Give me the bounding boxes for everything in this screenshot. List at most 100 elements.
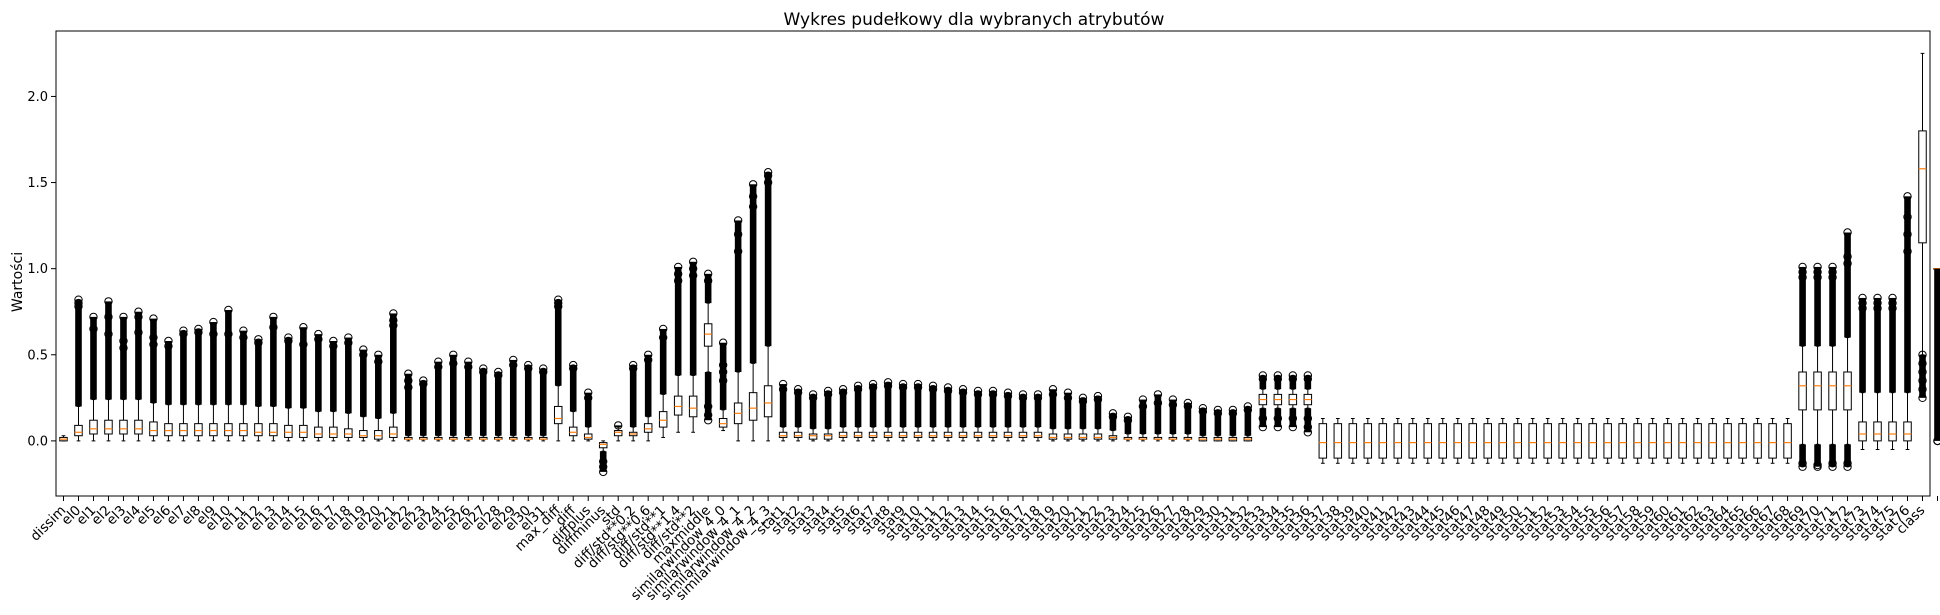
flier-point (1018, 390, 1028, 399)
box-class (1918, 52, 1927, 403)
box-iqr (1498, 423, 1507, 459)
y-tick-label: 2.0 (27, 90, 48, 105)
box-iqr (359, 430, 368, 438)
flier-point (1288, 371, 1298, 380)
flier-band-upper (1244, 406, 1252, 436)
flier-point (658, 324, 668, 334)
flier-band-upper (449, 354, 457, 436)
flier-band-upper (914, 384, 922, 428)
box-iqr (119, 419, 128, 435)
flier-band-upper (135, 311, 142, 400)
flier-point (134, 312, 143, 322)
flier-point (1048, 390, 1058, 399)
y-axis-title: Wartości (10, 252, 26, 312)
flier-point (119, 343, 128, 353)
flier-point (733, 230, 743, 239)
box-iqr (643, 423, 653, 433)
flier-point (1198, 403, 1208, 413)
box-iqr (913, 431, 923, 438)
flier-point (973, 386, 983, 396)
flier-point (1258, 422, 1268, 432)
flier-point (599, 457, 608, 466)
flier-point (1843, 462, 1852, 471)
flier-point (119, 336, 128, 346)
box-iqr (1393, 423, 1403, 459)
flier-band-upper (1019, 394, 1027, 428)
box-iqr (1033, 431, 1043, 438)
box-diffplus (583, 388, 593, 442)
plot-frame (55, 30, 1931, 497)
flier-point (1828, 262, 1837, 272)
flier-point (479, 364, 488, 373)
box-iqr (1018, 431, 1028, 438)
flier-band-upper (225, 310, 232, 405)
flier-point (1153, 398, 1163, 408)
flier-point (149, 314, 158, 323)
box-iqr (1318, 423, 1328, 459)
flier-point (194, 328, 203, 337)
flier-point (434, 362, 443, 372)
box-iqr (1813, 371, 1822, 411)
flier-point (703, 416, 713, 425)
flier-point (1798, 273, 1807, 282)
flier-point (703, 410, 713, 420)
flier-point (1903, 212, 1912, 222)
flier-point (1888, 298, 1897, 308)
box-stat16 (1003, 388, 1013, 442)
box-iqr (883, 431, 893, 438)
box-el28 (494, 367, 503, 442)
box-stat40 (1363, 418, 1373, 464)
flier-point (1003, 391, 1013, 401)
box-iqr (1723, 423, 1732, 459)
box-stat18 (1033, 390, 1043, 442)
flier-point (718, 376, 728, 385)
flier-point (913, 383, 923, 392)
flier-band-upper (1814, 266, 1821, 347)
flier-point (748, 180, 758, 189)
box-el21 (389, 309, 398, 442)
box-stat69 (1798, 262, 1807, 471)
flier-point (299, 340, 308, 349)
flier-point (1813, 273, 1822, 282)
flier-band-lower (1829, 444, 1836, 467)
flier-point (808, 390, 818, 399)
box-std (613, 421, 623, 442)
box-iqr (1663, 423, 1672, 459)
box-iqr (1363, 423, 1373, 459)
flier-band-upper (734, 220, 742, 372)
y-tick-label: 1.0 (27, 262, 48, 277)
box-stat2 (793, 385, 803, 442)
flier-point (1018, 393, 1028, 403)
box-stat56 (1603, 418, 1612, 464)
flier-point (374, 350, 383, 359)
flier-point (1303, 422, 1313, 432)
flier-band-lower (1259, 408, 1267, 428)
box-stat22 (1093, 391, 1103, 442)
flier-point (1303, 414, 1313, 423)
flier-band-upper (689, 261, 697, 376)
box-iqr (329, 426, 338, 438)
flier-point (1198, 407, 1208, 416)
box-iqr (613, 430, 623, 437)
flier-point (958, 388, 968, 397)
flier-point (1843, 228, 1852, 237)
box-iqr (1588, 423, 1597, 459)
flier-point (539, 364, 548, 373)
box-iqr (1408, 423, 1418, 459)
box-stat74 (1873, 293, 1882, 450)
flier-point (1288, 422, 1298, 432)
box-diff/std**0.2 (628, 360, 638, 442)
flier-point (1273, 374, 1283, 384)
flier-point (449, 359, 458, 368)
flier-point (509, 360, 518, 370)
box-iqr (1333, 423, 1343, 459)
flier-band-upper (554, 299, 562, 386)
flier-point (1108, 409, 1118, 418)
flier-point (703, 269, 713, 279)
flier-point (763, 178, 773, 187)
box-stat49 (1498, 418, 1507, 464)
flier-point (344, 333, 353, 342)
box-stat62 (1693, 418, 1702, 464)
flier-band-lower (704, 372, 712, 421)
